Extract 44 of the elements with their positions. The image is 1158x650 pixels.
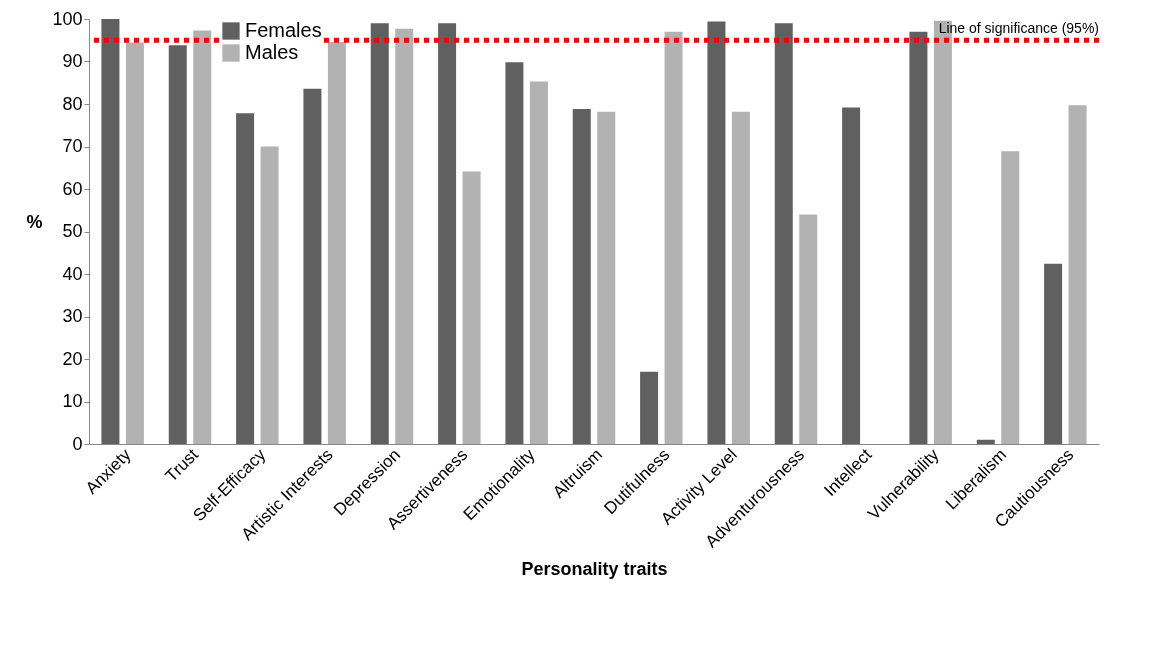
bar — [236, 113, 255, 444]
y-tick-label: 50 — [62, 221, 83, 241]
ref-line-label: Line of significance (95%) — [938, 20, 1099, 37]
y-axis-title: % — [26, 212, 43, 232]
y-tick-label: 60 — [62, 178, 83, 199]
y-tick-label: 20 — [62, 348, 83, 369]
bar — [976, 439, 995, 444]
bar — [774, 23, 793, 444]
bar — [370, 23, 389, 444]
bar — [303, 88, 322, 444]
y-tick-label: 0 — [72, 433, 83, 454]
y-tick-label: 70 — [62, 136, 83, 156]
legend-label: Females — [245, 19, 322, 41]
y-tick-label: 30 — [62, 306, 83, 326]
y-tick-label: 90 — [62, 51, 83, 71]
y-tick-label: 100 — [52, 8, 83, 29]
bar — [1068, 105, 1087, 444]
legend-label: Males — [245, 41, 299, 63]
bar — [125, 42, 144, 444]
y-tick-label: 10 — [62, 391, 83, 411]
bar — [462, 171, 481, 444]
bar — [909, 31, 928, 444]
bar — [597, 111, 616, 444]
bar — [707, 21, 726, 444]
x-axis-title: Personality traits — [521, 558, 668, 579]
bar — [260, 146, 279, 444]
bar — [395, 28, 414, 444]
y-tick-label: 80 — [62, 93, 83, 114]
y-tick-label: 40 — [62, 263, 83, 284]
bar — [505, 62, 524, 444]
bar — [731, 111, 750, 444]
bar — [101, 19, 120, 444]
bar — [529, 81, 548, 444]
bar — [327, 41, 346, 444]
bar — [1001, 151, 1020, 444]
bar — [438, 23, 457, 444]
bar — [572, 109, 591, 444]
bar — [1044, 263, 1063, 444]
bar — [640, 371, 659, 444]
bar — [799, 214, 818, 444]
bar — [168, 45, 187, 444]
bar — [193, 30, 212, 444]
bar — [842, 107, 861, 444]
bar — [664, 31, 683, 444]
